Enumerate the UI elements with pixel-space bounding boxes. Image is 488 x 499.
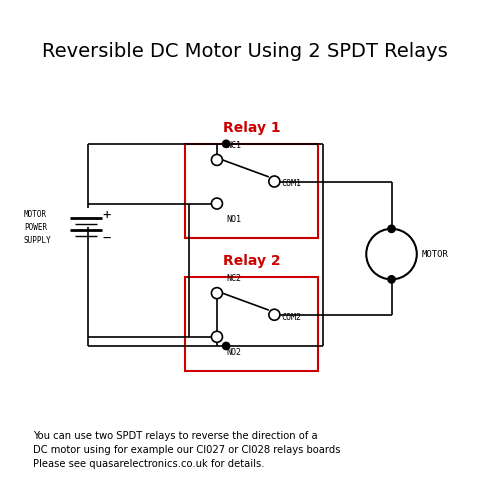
Text: NC1: NC1 — [225, 141, 241, 150]
Circle shape — [222, 140, 229, 148]
Circle shape — [222, 342, 229, 350]
Circle shape — [211, 154, 222, 166]
Text: MOTOR: MOTOR — [421, 250, 447, 258]
Text: Reversible DC Motor Using 2 SPDT Relays: Reversible DC Motor Using 2 SPDT Relays — [41, 42, 447, 61]
Bar — [184, 144, 317, 238]
Circle shape — [211, 198, 222, 209]
Circle shape — [211, 331, 222, 342]
Text: +: + — [102, 208, 111, 222]
Text: Relay 1: Relay 1 — [222, 121, 280, 135]
Text: NC2: NC2 — [225, 274, 241, 283]
Text: NO1: NO1 — [225, 215, 241, 224]
Text: You can use two SPDT relays to reverse the direction of a
DC motor using for exa: You can use two SPDT relays to reverse t… — [33, 431, 340, 469]
Circle shape — [387, 275, 394, 283]
Text: NO2: NO2 — [225, 348, 241, 357]
Circle shape — [268, 176, 279, 187]
Circle shape — [268, 309, 279, 320]
Bar — [184, 277, 317, 371]
Text: −: − — [102, 231, 111, 245]
Text: COM1: COM1 — [281, 179, 301, 188]
Text: MOTOR
POWER
SUPPLY: MOTOR POWER SUPPLY — [24, 210, 52, 245]
Circle shape — [387, 225, 394, 233]
Circle shape — [211, 287, 222, 299]
Text: Relay 2: Relay 2 — [222, 254, 280, 268]
Text: COM2: COM2 — [281, 312, 301, 321]
